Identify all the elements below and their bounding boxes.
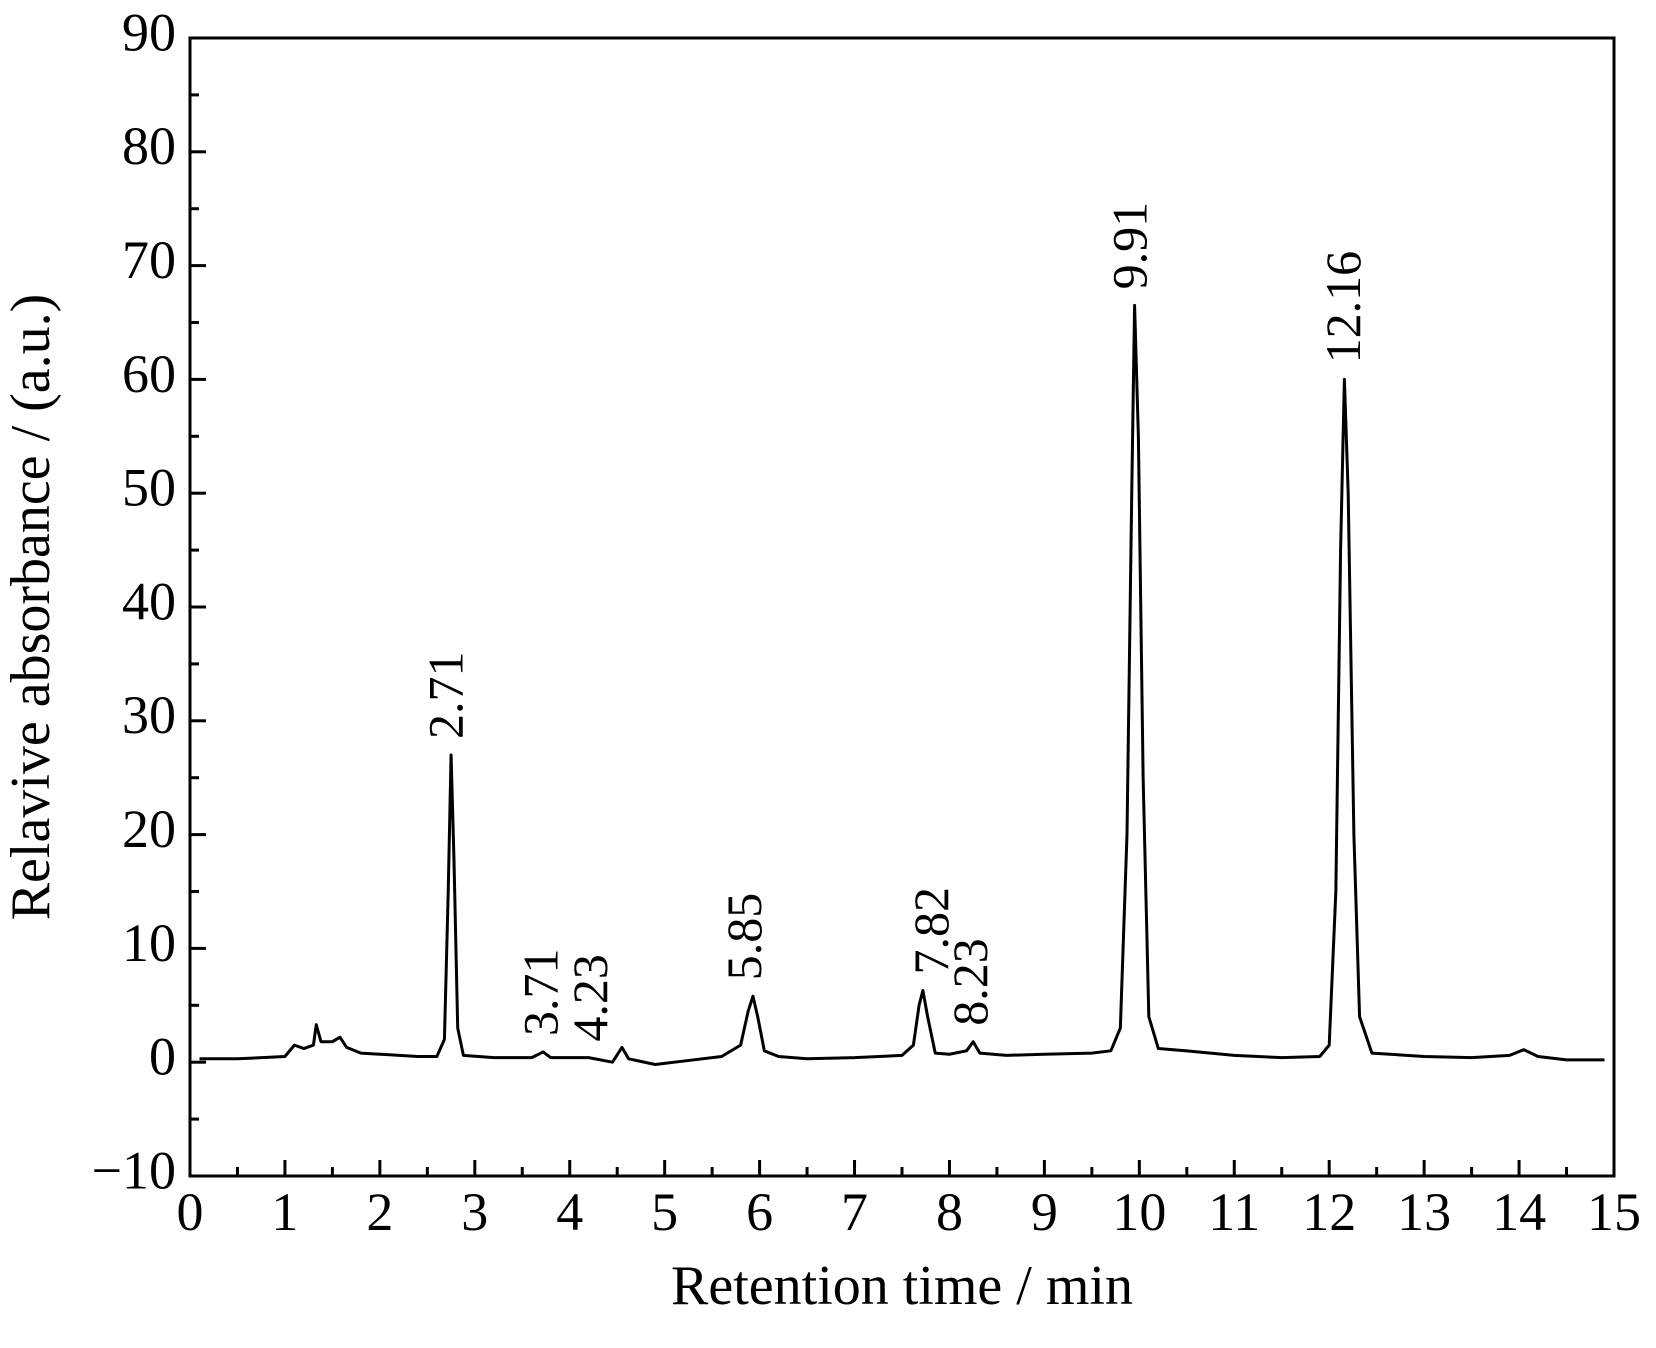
y-tick-label: −10	[92, 1140, 176, 1200]
x-tick-label: 15	[1587, 1182, 1641, 1242]
x-tick-label: 11	[1208, 1182, 1260, 1242]
y-tick-label: 20	[122, 799, 176, 859]
y-tick-label: 30	[122, 685, 176, 745]
x-tick-label: 7	[841, 1182, 868, 1242]
y-tick-label: 0	[149, 1027, 176, 1087]
plot-frame	[188, 36, 1616, 1178]
x-tick-label: 9	[1031, 1182, 1058, 1242]
x-tick-label: 2	[366, 1182, 393, 1242]
y-tick-label: 60	[122, 344, 176, 404]
y-tick-label: 10	[122, 913, 176, 973]
y-tick-label: 70	[122, 230, 176, 290]
x-tick-label: 14	[1492, 1182, 1546, 1242]
y-tick-label: 40	[122, 571, 176, 631]
chromatogram-line	[199, 303, 1605, 1066]
x-tick-label: 0	[177, 1182, 204, 1242]
y-tick-label: 80	[122, 116, 176, 176]
x-tick-label: 8	[936, 1182, 963, 1242]
y-tick-label: 90	[122, 2, 176, 62]
x-tick-label: 3	[461, 1182, 488, 1242]
x-tick-label: 10	[1112, 1182, 1166, 1242]
peak-label: 4.23	[562, 954, 618, 1042]
y-axis-title: Relavive absorbance / (a.u.)	[0, 294, 62, 921]
x-axis-title: Retention time / min	[671, 1255, 1133, 1317]
peak-label: 12.16	[1315, 251, 1371, 364]
x-tick-label: 1	[271, 1182, 298, 1242]
x-tick-label: 4	[556, 1182, 583, 1242]
x-tick-label: 12	[1302, 1182, 1356, 1242]
x-tick-label: 13	[1397, 1182, 1451, 1242]
x-tick-label: 5	[651, 1182, 678, 1242]
peak-label: 5.85	[716, 893, 772, 981]
peak-label: 8.23	[942, 938, 998, 1026]
peak-label: 2.71	[418, 651, 474, 739]
y-tick-label: 50	[122, 458, 176, 518]
x-tick-label: 6	[746, 1182, 773, 1242]
peak-label: 7.82	[903, 887, 959, 975]
peak-label: 3.71	[513, 948, 569, 1036]
peak-label: 9.91	[1101, 202, 1157, 290]
